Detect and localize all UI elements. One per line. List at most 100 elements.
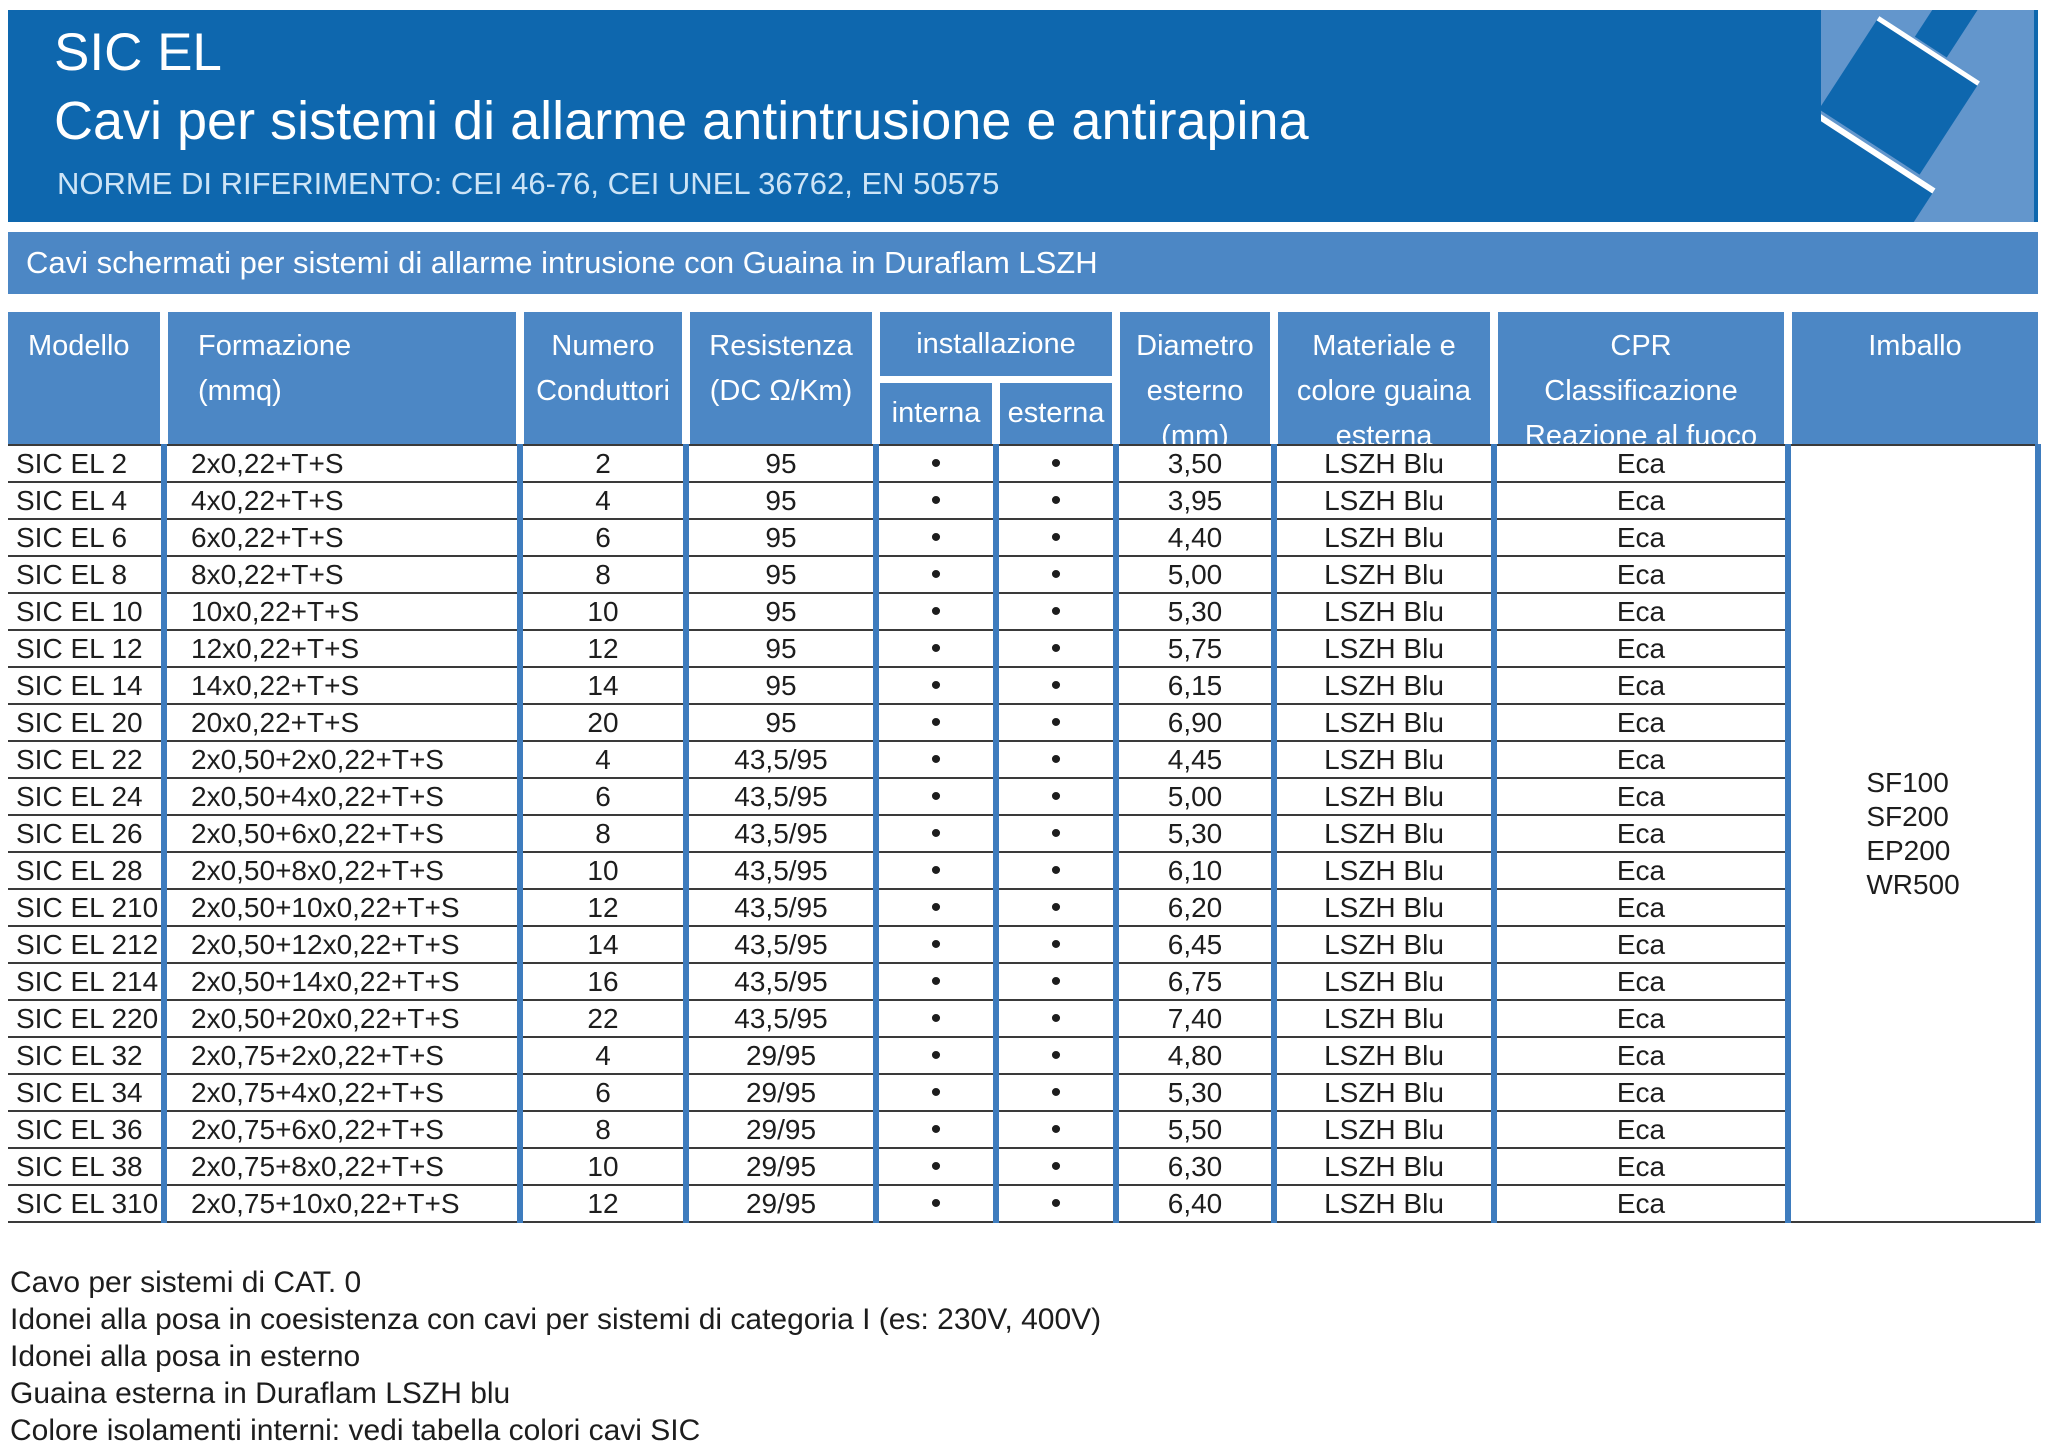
cell-external: •: [996, 1184, 1119, 1223]
table-row: SIC EL 310 2x0,75+10x0,22+T+S 12 29/95 • • 6,4…: [8, 1184, 2038, 1223]
cell-external: •: [996, 814, 1119, 852]
packaging-code: EP200: [1866, 834, 1951, 866]
cell-internal: •: [876, 851, 999, 889]
cell-diameter: 5,00: [1116, 777, 1277, 815]
cell-internal: •: [876, 555, 999, 593]
cell-conductors: 2: [520, 444, 689, 482]
cell-external: •: [996, 925, 1119, 963]
cell-internal: •: [876, 592, 999, 630]
cell-diameter: 3,50: [1116, 444, 1277, 482]
cell-conductors: 10: [520, 1147, 689, 1185]
cell-resistance: 29/95: [686, 1073, 879, 1111]
data-table: SIC EL 2 2x0,22+T+S 2 95 • • 3,50 LSZH Blu Eca SF…: [8, 444, 2041, 1223]
cell-external: •: [996, 666, 1119, 704]
table-header: Modello Formazione (mmq) Numero Condutto…: [8, 312, 2038, 452]
table-row: SIC EL 10 10x0,22+T+S 10 95 • • 5,30 LSZH Blu Ec…: [8, 592, 2038, 630]
cell-diameter: 6,90: [1116, 703, 1277, 741]
cell-diameter: 4,80: [1116, 1036, 1277, 1074]
cell-resistance: 95: [686, 518, 879, 556]
cell-model: SIC EL 36: [8, 1110, 167, 1148]
cell-conductors: 14: [520, 666, 689, 704]
cell-cpr: Eca: [1494, 1073, 1791, 1111]
cell-external: •: [996, 1110, 1119, 1148]
cell-internal: •: [876, 1184, 999, 1223]
cell-model: SIC EL 210: [8, 888, 167, 926]
cell-model: SIC EL 8: [8, 555, 167, 593]
column-header-diameter: Diametro esterno (mm): [1120, 312, 1270, 452]
cell-resistance: 29/95: [686, 1184, 879, 1223]
table-row: SIC EL 2 2x0,22+T+S 2 95 • • 3,50 LSZH Blu Eca SF…: [8, 444, 2041, 1223]
column-header-external: esterna: [1000, 383, 1112, 444]
cell-internal: •: [876, 777, 999, 815]
cell-sheath: LSZH Blu: [1274, 999, 1497, 1037]
cell-cpr: Eca: [1494, 1036, 1791, 1074]
cell-resistance: 43,5/95: [686, 777, 879, 815]
cell-formation: 2x0,50+4x0,22+T+S: [164, 777, 523, 815]
footer-note: Idonei alla posa in esterno: [10, 1340, 361, 1373]
cell-model: SIC EL 214: [8, 962, 167, 1000]
cell-conductors: 12: [520, 629, 689, 667]
product-name: SIC EL: [54, 23, 222, 82]
cell-internal: •: [876, 814, 999, 852]
footer-note: Idonei alla posa in coesistenza con cavi…: [10, 1303, 1102, 1336]
cell-formation: 2x0,75+2x0,22+T+S: [164, 1036, 523, 1074]
column-header-internal: interna: [880, 383, 992, 444]
cell-model: SIC EL 12: [8, 629, 167, 667]
cell-diameter: 3,95: [1116, 481, 1277, 519]
cell-diameter: 5,30: [1116, 1073, 1277, 1111]
cell-conductors: 8: [520, 814, 689, 852]
cell-formation: 2x0,22+T+S: [164, 444, 523, 482]
cell-sheath: LSZH Blu: [1274, 629, 1497, 667]
cell-external: •: [996, 1036, 1119, 1074]
cell-sheath: LSZH Blu: [1274, 740, 1497, 778]
cell-conductors: 4: [520, 481, 689, 519]
cell-diameter: 6,40: [1116, 1184, 1277, 1223]
cell-formation: 2x0,75+6x0,22+T+S: [164, 1110, 523, 1148]
packaging-code: WR500: [1866, 868, 1960, 900]
cell-internal: •: [876, 1147, 999, 1185]
cell-formation: 2x0,75+10x0,22+T+S: [164, 1184, 523, 1223]
column-header-installation: installazione: [880, 312, 1112, 376]
cell-formation: 8x0,22+T+S: [164, 555, 523, 593]
cell-conductors: 6: [520, 1073, 689, 1111]
column-header-model: Modello: [8, 312, 160, 444]
cell-external: •: [996, 962, 1119, 1000]
cell-cpr: Eca: [1494, 703, 1791, 741]
cell-internal: •: [876, 962, 999, 1000]
cell-diameter: 5,30: [1116, 592, 1277, 630]
cell-formation: 2x0,50+14x0,22+T+S: [164, 962, 523, 1000]
cell-internal: •: [876, 1073, 999, 1111]
table-row: SIC EL 220 2x0,50+20x0,22+T+S 22 43,5/95 • • 7…: [8, 999, 2038, 1037]
cell-cpr: Eca: [1494, 1147, 1791, 1185]
cell-model: SIC EL 22: [8, 740, 167, 778]
cell-sheath: LSZH Blu: [1274, 814, 1497, 852]
cell-diameter: 6,75: [1116, 962, 1277, 1000]
cell-internal: •: [876, 888, 999, 926]
column-header-material: Materiale e colore guaina esterna: [1278, 312, 1490, 452]
column-header-resistance: Resistenza (DC Ω/Km): [690, 312, 872, 444]
cell-formation: 4x0,22+T+S: [164, 481, 523, 519]
page-title: Cavi per sistemi di allarme antintrusion…: [54, 91, 1309, 151]
cell-packaging: SF100 SF200 EP200 WR500: [1788, 444, 2041, 1223]
cell-sheath: LSZH Blu: [1274, 925, 1497, 963]
cell-diameter: 5,75: [1116, 629, 1277, 667]
cell-model: SIC EL 220: [8, 999, 167, 1037]
reference-norms: NORME DI RIFERIMENTO: CEI 46-76, CEI UNE…: [57, 166, 1000, 201]
cable-illustration: [1821, 10, 2034, 222]
table-row: SIC EL 8 8x0,22+T+S 8 95 • • 5,00 LSZH Blu Eca: [8, 555, 2038, 593]
cell-model: SIC EL 310: [8, 1184, 167, 1223]
cell-formation: 2x0,50+20x0,22+T+S: [164, 999, 523, 1037]
cell-internal: •: [876, 518, 999, 556]
cell-diameter: 6,20: [1116, 888, 1277, 926]
cell-formation: 2x0,50+6x0,22+T+S: [164, 814, 523, 852]
cell-sheath: LSZH Blu: [1274, 444, 1497, 482]
cell-resistance: 95: [686, 592, 879, 630]
cell-external: •: [996, 444, 1119, 482]
cell-internal: •: [876, 1110, 999, 1148]
cell-conductors: 20: [520, 703, 689, 741]
table-row: SIC EL 6 6x0,22+T+S 6 95 • • 4,40 LSZH Blu Eca: [8, 518, 2038, 556]
cell-resistance: 95: [686, 444, 879, 482]
cell-sheath: LSZH Blu: [1274, 1184, 1497, 1223]
cell-model: SIC EL 212: [8, 925, 167, 963]
cell-sheath: LSZH Blu: [1274, 1073, 1497, 1111]
